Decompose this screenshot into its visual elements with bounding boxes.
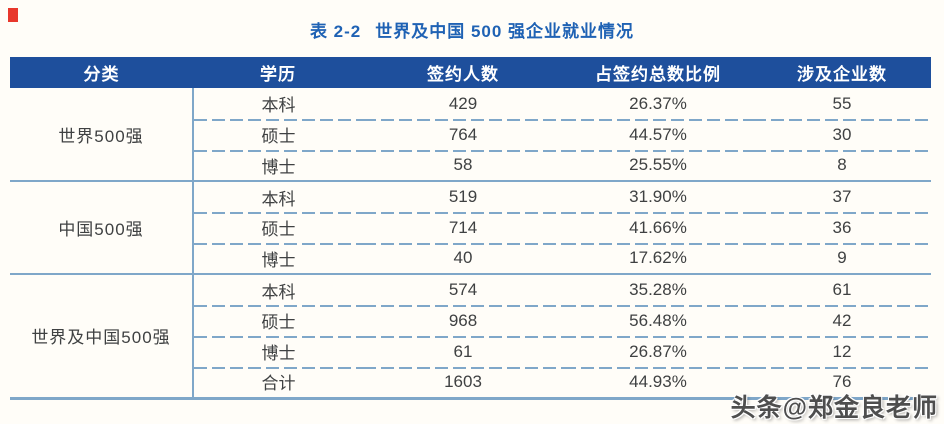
category-cell-world500: 世界500强	[10, 88, 194, 181]
red-corner-mark	[8, 8, 18, 22]
col-header-ratio: 占签约总数比例	[563, 57, 753, 88]
cell-company-count: 61	[753, 273, 931, 305]
cell-ratio: 44.57%	[563, 119, 753, 150]
cell-degree: 博士	[193, 150, 363, 181]
cell-signed-count: 58	[363, 150, 563, 181]
cell-signed-count: 714	[363, 212, 563, 243]
cell-ratio: 25.55%	[563, 150, 753, 181]
cell-degree: 博士	[193, 336, 363, 367]
header-row: 分类 学历 签约人数 占签约总数比例 涉及企业数	[10, 57, 931, 88]
cell-ratio: 35.28%	[563, 273, 753, 305]
employment-table: 分类 学历 签约人数 占签约总数比例 涉及企业数 世界500强 本科 429 2…	[10, 57, 931, 400]
cell-degree: 硕士	[193, 305, 363, 336]
table-row: 中国500强 本科 519 31.90% 37	[10, 180, 931, 274]
cell-ratio: 17.62%	[563, 243, 753, 274]
cell-company-count: 37	[753, 180, 931, 212]
table-title-number: 表 2-2	[309, 22, 362, 41]
cell-degree: 本科	[261, 96, 296, 115]
cell-ratio: 41.66%	[563, 212, 753, 243]
table-title-text: 世界及中国 500 强企业就业情况	[375, 22, 635, 41]
toutiao-watermark: 头条@郑金良老师	[730, 394, 938, 422]
cell-ratio: 56.48%	[563, 305, 753, 336]
cell-signed-count: 40	[363, 243, 563, 274]
cell-company-count: 42	[753, 305, 931, 336]
table-row: 博士 61 26.87% 12	[10, 336, 931, 367]
cell-company-count: 55	[832, 93, 852, 113]
cell-company-count: 36	[753, 212, 931, 243]
table-row: 硕士 714 41.66% 36	[10, 212, 931, 243]
table-row: 博士 58 25.55% 8	[10, 150, 931, 181]
col-header-category: 分类	[10, 57, 193, 88]
table-row: 博士 40 17.62% 9	[10, 243, 931, 274]
cell-company-count: 30	[753, 119, 931, 150]
cell-signed-count: 61	[363, 336, 563, 367]
category-cell-world-and-china500: 世界及中国500强	[10, 273, 194, 398]
cell-signed-count: 429	[448, 93, 478, 113]
cell-signed-count: 574	[363, 273, 563, 305]
cell-ratio: 44.93%	[563, 367, 753, 398]
col-header-company-count: 涉及企业数	[753, 57, 931, 88]
cell-signed-count: 519	[363, 180, 563, 212]
cell-ratio: 26.37%	[629, 93, 687, 113]
table-row: 世界500强 本科 429 26.37% 55	[10, 88, 931, 181]
cell-degree: 博士	[193, 243, 363, 274]
cell-degree: 硕士	[193, 119, 363, 150]
table-row-total: 合计 1603 44.93% 76	[10, 367, 931, 398]
table-row: 世界及中国500强 本科 574 35.28% 61	[10, 273, 931, 398]
cell-signed-count: 1603	[363, 367, 563, 398]
cell-company-count: 76	[753, 367, 931, 398]
cell-company-count: 8	[753, 150, 931, 181]
cell-degree: 本科	[193, 180, 363, 212]
cell-ratio: 31.90%	[563, 180, 753, 212]
table-row: 硕士 764 44.57% 30	[10, 119, 931, 150]
table-title: 表 2-2 世界及中国 500 强企业就业情况	[0, 0, 944, 57]
col-header-signed-count: 签约人数	[363, 57, 563, 88]
category-cell-china500: 中国500强	[10, 180, 194, 274]
cell-ratio: 26.87%	[563, 336, 753, 367]
col-header-degree: 学历	[193, 57, 363, 88]
table-row: 硕士 968 56.48% 42	[10, 305, 931, 336]
cell-degree: 硕士	[193, 212, 363, 243]
cell-company-count: 12	[753, 336, 931, 367]
cell-degree: 本科	[193, 273, 363, 305]
cell-signed-count: 968	[363, 305, 563, 336]
cell-degree: 合计	[193, 367, 363, 398]
cell-signed-count: 764	[363, 119, 563, 150]
cell-company-count: 9	[753, 243, 931, 274]
